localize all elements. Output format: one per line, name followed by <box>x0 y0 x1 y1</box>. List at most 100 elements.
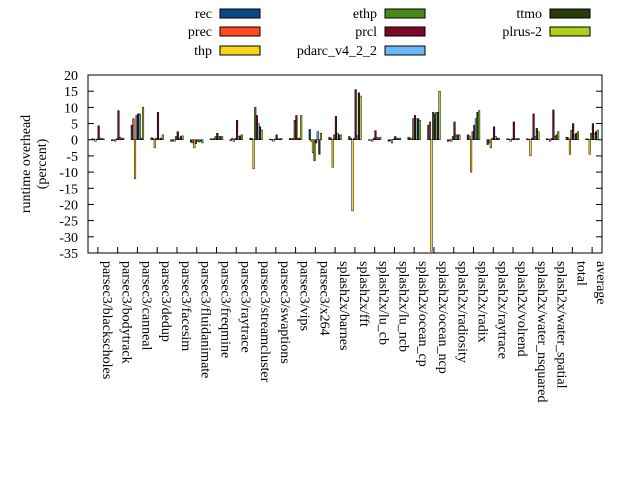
plot-border <box>87 74 603 254</box>
legend-label: ethp <box>353 7 377 22</box>
bar-plrus-2-17 <box>438 90 441 140</box>
bar-plrus-2-20 <box>497 137 500 140</box>
bar-plrus-2-12 <box>339 134 342 140</box>
bar-ethp-5 <box>194 139 197 144</box>
bar-thp-19 <box>470 139 473 173</box>
x-tick-label: parsec3/streamcluster <box>257 261 272 383</box>
bar-thp-24 <box>568 139 572 155</box>
x-tick-label: parsec3/raytrace <box>237 261 252 353</box>
x-tick-label: splash2x/fft <box>356 261 371 327</box>
bar-prcl-24 <box>572 123 575 140</box>
bar-thp-1 <box>114 139 117 142</box>
y-axis-title: runtime overhead(percent) <box>19 115 50 213</box>
bar-plrus-2-14 <box>379 136 382 140</box>
bar-prcl-14 <box>374 130 377 140</box>
bar-prec-21 <box>507 138 511 140</box>
bar-prcl-10 <box>295 115 298 140</box>
bar-prec-8 <box>250 138 254 140</box>
bar-prcl-21 <box>512 121 515 140</box>
bar-plrus-2-22 <box>537 131 540 140</box>
bar-thp-18 <box>450 139 453 142</box>
bar-thp-13 <box>351 139 354 212</box>
x-tick-label: parsec3/swaptions <box>277 261 292 364</box>
bar-prcl-0 <box>97 125 100 140</box>
bar-plrus-2-6 <box>221 136 224 140</box>
bar-thp-17 <box>430 139 433 252</box>
x-tick-label: splash2x/water_spatial <box>554 261 569 389</box>
bar-plrus-2-4 <box>181 135 184 140</box>
bar-thp-4 <box>173 139 176 142</box>
bar-rec-11 <box>308 129 311 140</box>
legend-swatch <box>549 26 591 37</box>
y-tick-label: 0 <box>71 134 78 149</box>
bar-prcl-12 <box>334 116 337 140</box>
bar-plrus-2-23 <box>557 131 560 140</box>
bar-thp-8 <box>252 139 255 170</box>
bar-thp-7 <box>232 139 235 142</box>
legend-swatch <box>384 8 426 19</box>
bar-plrus-2-9 <box>280 138 283 140</box>
x-tick-label: splash2x/ocean_cp <box>415 261 430 367</box>
x-tick-label: average <box>593 261 608 305</box>
legend-label: rec <box>195 7 212 22</box>
x-tick-label: parsec3/x264 <box>316 261 331 336</box>
bar-prec-3 <box>152 138 155 140</box>
bar-plrus-2-15 <box>398 137 402 140</box>
y-tick-label: -5 <box>66 150 78 165</box>
legend: rec prec thp ethp prcl pdarc_v4_2_2 ttmo plrus-… <box>188 7 591 59</box>
y-tick-label: 20 <box>64 69 78 84</box>
x-tick-label: splash2x/lu_ncb <box>395 261 410 352</box>
legend-label: plrus-2 <box>502 25 542 40</box>
bar-thp-2 <box>133 139 137 179</box>
y-tick-label: 15 <box>64 85 78 100</box>
bar-thp-3 <box>153 139 156 149</box>
x-tick-label: parsec3/dedup <box>158 261 173 342</box>
bar-plrus-2-13 <box>359 95 362 140</box>
x-tick-label: parsec3/vips <box>297 261 312 331</box>
legend-label: thp <box>194 44 212 59</box>
bar-prcl-7 <box>236 120 239 140</box>
bar-ethp-11 <box>313 139 316 162</box>
legend-swatch <box>219 8 261 19</box>
legend-swatch <box>219 26 261 37</box>
x-axis: parsec3/blackscholes parsec3/bodytrack par… <box>97 247 608 403</box>
legend-label: prcl <box>355 25 377 40</box>
bar-plrus-2-3 <box>161 134 164 140</box>
bar-prcl-18 <box>453 121 456 140</box>
y-tick-label: -15 <box>59 182 78 197</box>
bar-prcl-1 <box>117 110 120 140</box>
x-tick-label: splash2x/radiosity <box>455 261 470 363</box>
bar-plrus-2-10 <box>300 115 303 140</box>
bar-prec-25 <box>587 138 590 140</box>
x-tick-label: splash2x/volrend <box>514 261 529 357</box>
bar-prec-17 <box>428 121 432 140</box>
y-tick-label: 5 <box>71 118 78 133</box>
bars <box>91 89 599 252</box>
y-tick-label: -35 <box>59 247 78 262</box>
plot-frame <box>87 74 603 254</box>
x-tick-label: splash2x/lu_cb <box>376 261 391 345</box>
bar-thp-25 <box>588 139 591 155</box>
bar-plrus-2-19 <box>478 110 481 140</box>
bar-prec-2 <box>132 118 135 140</box>
x-tick-label: splash2x/raytrace <box>494 261 509 359</box>
x-tick-label: parsec3/bodytrack <box>119 261 134 364</box>
bar-thp-22 <box>529 139 532 157</box>
bar-plrus-2-8 <box>260 129 263 140</box>
legend-swatch <box>384 45 426 56</box>
y-tick-label: -30 <box>59 231 78 246</box>
bar-plrus-2-16 <box>418 120 421 140</box>
x-tick-label: parsec3/facesim <box>178 261 193 351</box>
bar-plrus-2-5 <box>201 139 204 144</box>
bar-thp-0 <box>94 139 97 142</box>
x-tick-label: total <box>573 261 588 286</box>
bar-prec-13 <box>349 137 352 140</box>
legend-label: ttmo <box>516 7 542 22</box>
bar-thp-14 <box>371 139 374 142</box>
bar-prcl-9 <box>275 134 278 140</box>
x-tick-label: splash2x/water_nsquared <box>534 261 549 403</box>
bar-thp-20 <box>489 139 492 149</box>
bar-thp-23 <box>549 139 552 142</box>
